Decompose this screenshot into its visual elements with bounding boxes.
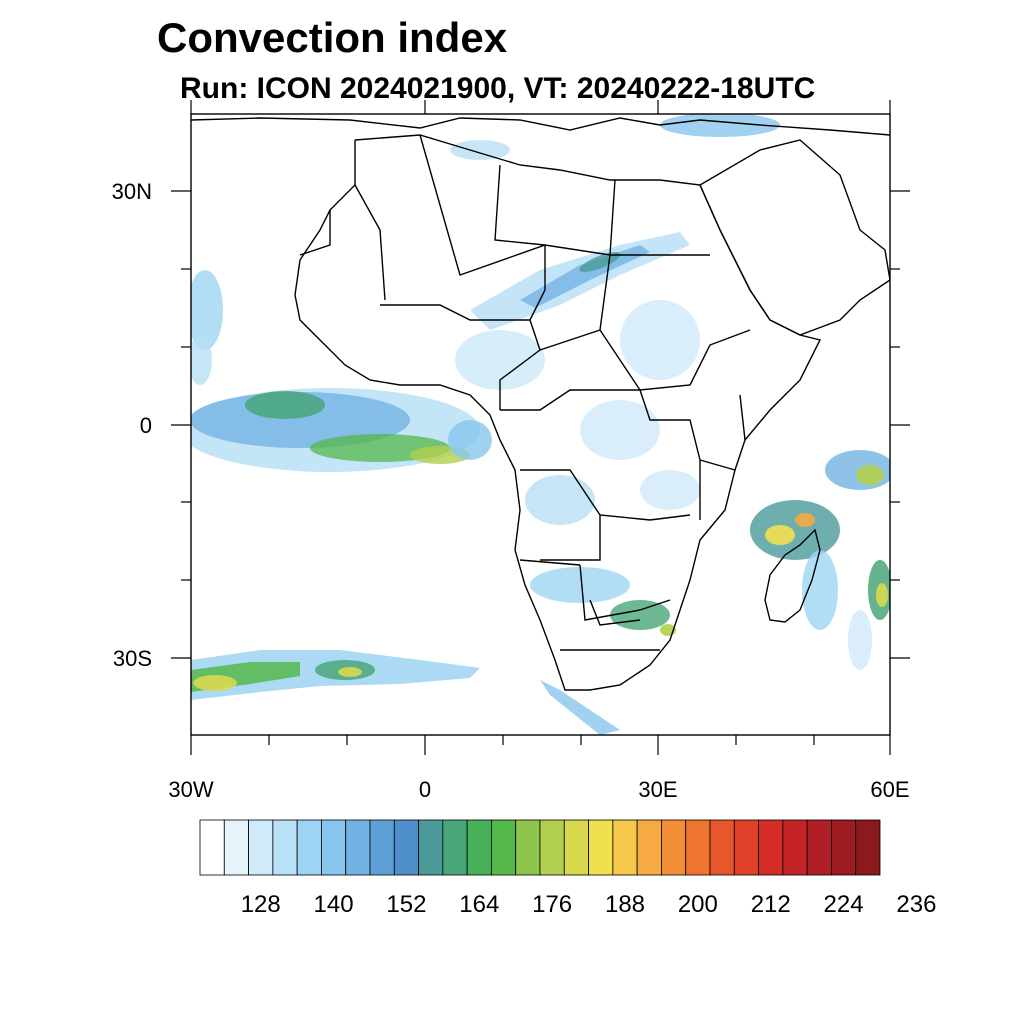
colorbar-swatch <box>563 819 589 876</box>
colorbar-swatch <box>685 819 711 876</box>
colorbar-swatch <box>223 819 249 876</box>
arabia-coastline <box>699 139 890 336</box>
field-blob <box>520 245 650 308</box>
country-borders <box>299 134 751 651</box>
field-blob <box>525 475 595 525</box>
colorbar-swatch <box>248 819 274 876</box>
colorbar-swatch <box>636 819 662 876</box>
colorbar-label: 176 <box>532 891 572 918</box>
colorbar: 128 140 152 164 176 188 200 212 224 236 <box>199 819 936 918</box>
field-blob <box>338 667 362 677</box>
field-blob <box>876 583 888 607</box>
colorbar-swatch <box>733 819 759 876</box>
field-blob <box>660 114 780 137</box>
madagascar-coastline <box>764 528 821 623</box>
field-blob <box>448 420 492 460</box>
colorbar-swatch <box>515 819 541 876</box>
colorbar-label: 128 <box>241 891 281 918</box>
colorbar-swatch <box>539 819 565 876</box>
chart-title: Convection index <box>157 14 508 61</box>
field-blob <box>610 600 670 630</box>
field-blob <box>191 270 223 350</box>
colorbar-swatch <box>296 819 322 876</box>
colorbar-swatch <box>491 819 517 876</box>
field-blob <box>450 140 510 160</box>
colorbar-label: 164 <box>459 891 499 918</box>
axis-ticks <box>171 100 910 755</box>
lat-label: 30N <box>112 179 152 204</box>
convection-field <box>191 114 890 735</box>
lon-label: 30W <box>168 777 213 802</box>
field-blob <box>620 300 700 380</box>
colorbar-label: 188 <box>605 891 645 918</box>
colorbar-swatch <box>393 819 419 876</box>
coastlines <box>191 117 890 691</box>
field-blob <box>848 610 872 670</box>
colorbar-label: 152 <box>386 891 426 918</box>
colorbar-swatch <box>758 819 784 876</box>
colorbar-swatch <box>855 819 881 876</box>
colorbar-label: 200 <box>678 891 718 918</box>
field-blob <box>245 391 325 419</box>
field-blob <box>856 465 884 485</box>
field-blob <box>640 470 700 510</box>
colorbar-swatch <box>612 819 638 876</box>
colorbar-swatch <box>782 819 808 876</box>
colorbar-label: 224 <box>824 891 864 918</box>
field-blob <box>540 680 620 735</box>
field-blob <box>530 567 630 603</box>
colorbar-swatch <box>466 819 492 876</box>
colorbar-swatch <box>588 819 614 876</box>
field-blob <box>580 400 660 460</box>
colorbar-label: 212 <box>751 891 791 918</box>
lat-label: 30S <box>113 646 152 671</box>
field-blob <box>191 335 212 385</box>
field-blob <box>802 550 838 630</box>
colorbar-swatch <box>831 819 857 876</box>
field-blob <box>750 500 840 560</box>
colorbar-swatch <box>345 819 371 876</box>
colorbar-label: 140 <box>314 891 354 918</box>
chart-subtitle: Run: ICON 2024021900, VT: 20240222-18UTC <box>180 72 816 105</box>
colorbar-swatch <box>418 819 444 876</box>
colorbar-swatch <box>321 819 347 876</box>
lon-label: 60E <box>870 777 909 802</box>
colorbar-swatch <box>806 819 832 876</box>
colorbar-swatch <box>442 819 468 876</box>
colorbar-swatch <box>709 819 735 876</box>
lat-label: 0 <box>140 413 152 438</box>
colorbar-swatch <box>199 819 225 876</box>
field-blob <box>193 675 237 691</box>
field-blob <box>795 513 815 527</box>
lon-label: 30E <box>638 777 677 802</box>
lon-label: 0 <box>419 777 431 802</box>
colorbar-label: 236 <box>896 891 936 918</box>
colorbar-swatch <box>661 819 687 876</box>
colorbar-swatch <box>272 819 298 876</box>
europe-coastline <box>191 117 890 136</box>
field-blob <box>455 330 545 390</box>
colorbar-swatch <box>369 819 395 876</box>
field-blob <box>765 525 795 545</box>
